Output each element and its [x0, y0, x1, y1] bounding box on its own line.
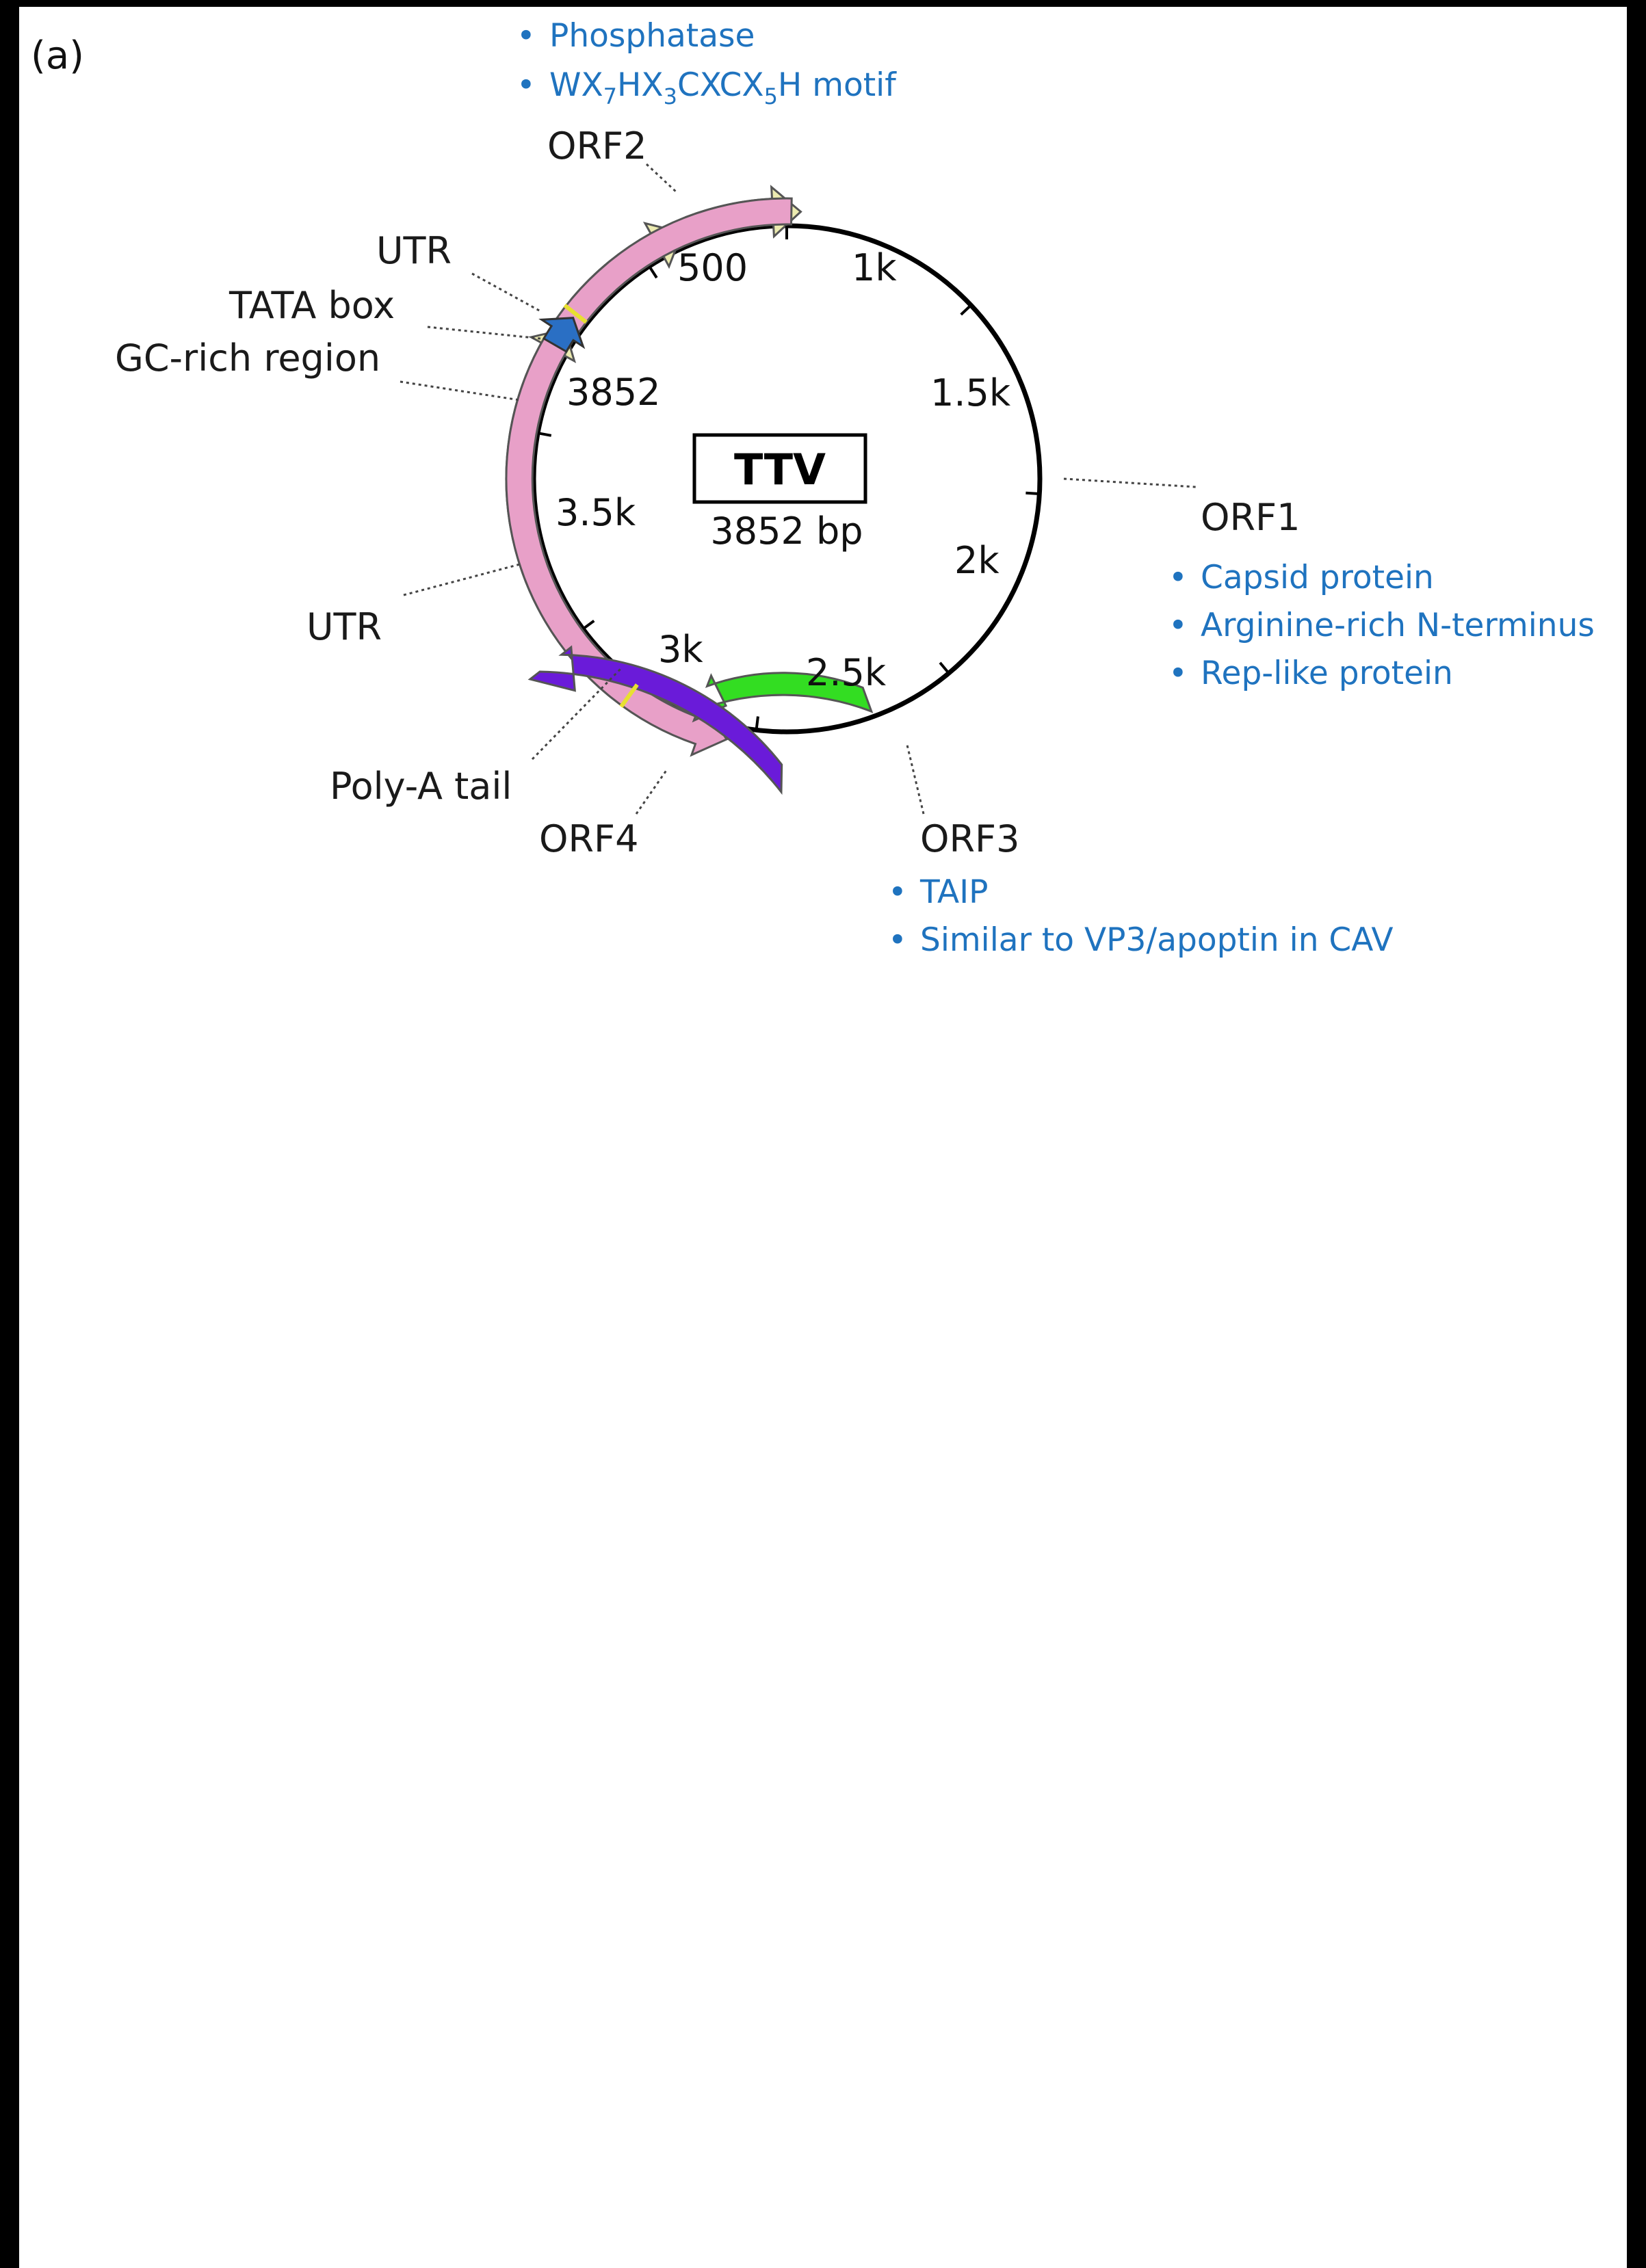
utr-bottom-label: UTR	[306, 605, 382, 648]
polya-mark	[619, 683, 639, 709]
motif-part-3: HX	[617, 66, 664, 104]
tata-box-label: TATA box	[228, 284, 395, 327]
tick-mark-2k	[755, 716, 759, 730]
orf1-annotation-1: Capsid protein	[1201, 559, 1434, 596]
orf2-annotation-bullet-1: •	[517, 17, 536, 55]
orf4-arrow	[527, 645, 783, 795]
tick-label-1.5k: 1.5k	[930, 371, 1011, 414]
orf1-annotation-bullet-3: •	[1168, 655, 1188, 692]
utr-top-label: UTR	[376, 229, 452, 272]
orf4-leader	[635, 769, 668, 815]
orf3-annotation-bullet-1: •	[888, 873, 907, 911]
genome-size: 3852 bp	[710, 510, 863, 553]
tick-mark-500	[960, 304, 972, 316]
orf2-leader	[645, 163, 679, 194]
orf2-annotation-bullet-2: •	[517, 66, 536, 104]
tick-mark-1k	[1026, 491, 1040, 495]
tick-label-500: 500	[677, 246, 748, 289]
motif-part-2: 7	[603, 83, 617, 109]
orf2-annotation-1: Phosphatase	[549, 17, 755, 55]
tick-mark-2.5k	[582, 620, 595, 631]
tata-leader	[427, 326, 541, 340]
orf2-label: ORF2	[547, 124, 646, 168]
orf1-label: ORF1	[1201, 496, 1300, 539]
orf3-label: ORF3	[920, 817, 1019, 860]
genome-name: TTV	[734, 445, 826, 495]
orf3-annotation-1: TAIP	[919, 873, 988, 911]
gc-rich-leader	[400, 380, 521, 401]
tick-label-2k: 2k	[954, 539, 1000, 582]
orf4-label: ORF4	[539, 817, 638, 860]
tick-marks	[537, 226, 1040, 730]
motif-part-6: 5	[764, 83, 778, 109]
orf2-annotation-2: WX7HX3CXCX5H motif	[549, 66, 897, 109]
tick-mark-3.5k	[648, 265, 658, 279]
orf1-annotation-bullet-1: •	[1168, 559, 1188, 596]
orf1-arrow	[505, 197, 793, 757]
motif-part-5: CXCX	[677, 66, 764, 104]
utr-bottom-leader	[403, 563, 521, 596]
panel-label: (a)	[31, 34, 84, 78]
genome-name-box	[692, 433, 867, 504]
orf1-annotation-bullet-2: •	[1168, 607, 1188, 644]
polya-label: Poly-A tail	[330, 765, 512, 808]
motif-part-7: H motif	[778, 66, 897, 104]
orf3-leader	[905, 741, 925, 815]
tick-mark-3k	[537, 432, 552, 437]
orf3-annotation-bullet-2: •	[888, 921, 907, 959]
gc-rich-label: GC-rich region	[115, 337, 380, 380]
orf1-leader	[1063, 477, 1197, 488]
orf3-arrow	[692, 672, 874, 723]
tick-label-1k: 1k	[852, 246, 897, 289]
orf3-annotation-2: Similar to VP3/apoptin in CAV	[920, 921, 1394, 959]
orf1-annotation-3: Rep-like protein	[1201, 655, 1453, 692]
tick-mark-1.5k	[939, 661, 950, 674]
tick-label-3k: 3k	[658, 628, 703, 671]
tata-box-mark	[563, 303, 588, 324]
motif-part-4: 3	[664, 83, 677, 109]
motif-part-1: WX	[549, 66, 603, 104]
tick-label-3852: 3852	[566, 371, 660, 414]
gc-rich-region-arrow	[538, 317, 586, 354]
utr-top-leader	[471, 272, 541, 313]
tick-label-2.5k: 2.5k	[806, 651, 887, 694]
orf1-annotation-2: Arginine-rich N-terminus	[1201, 607, 1595, 644]
tick-label-3.5k: 3.5k	[556, 491, 636, 534]
